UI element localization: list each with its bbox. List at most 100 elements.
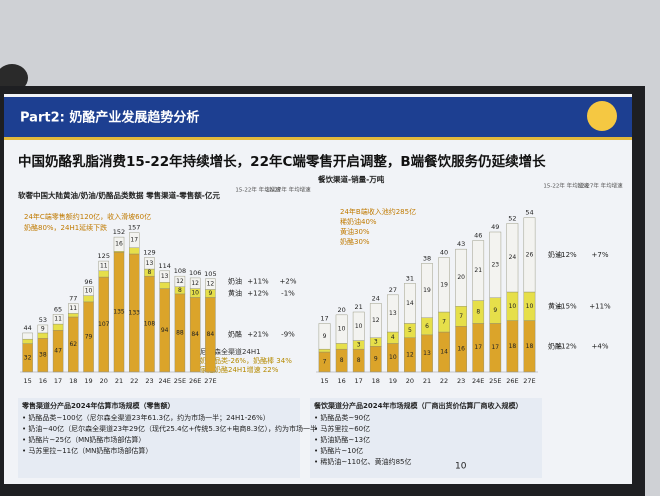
growth-rate: +11% <box>247 277 269 285</box>
segment-label: 12 <box>406 351 414 358</box>
segment-label: 12 <box>191 280 199 287</box>
total-label: 24 <box>372 294 380 302</box>
x-tick-label: 15 <box>23 377 31 385</box>
bar-segment <box>438 257 450 313</box>
section-title: Part2: 奶酪产业发展趋势分析 <box>20 110 199 126</box>
total-label: 152 <box>113 228 125 236</box>
x-tick-label: 25E <box>489 377 501 385</box>
growth-rate: +11% <box>589 302 611 310</box>
total-label: 108 <box>174 267 186 275</box>
segment-label: 19 <box>440 281 448 288</box>
segment-label: 17 <box>474 344 482 351</box>
note-item: • 稀奶油~110亿、黄油约85亿 <box>314 457 412 466</box>
growth-rate: +21% <box>247 331 269 339</box>
chart-subtitle: 软奢中国大陆黄油/奶油/奶酪品类数据 零售渠道-零售额-亿元 <box>18 190 220 200</box>
segment-label: 11 <box>100 262 108 269</box>
segment-label: 32 <box>24 354 32 361</box>
note-item: • 奶酪片~25亿（MN奶酪市场部估算） <box>22 435 145 444</box>
segment-label: 4 <box>391 334 395 341</box>
segment-label: 5 <box>408 327 412 334</box>
x-tick-label: 26E <box>506 377 518 385</box>
segment-label: 12 <box>372 317 380 324</box>
x-tick-label: 19 <box>84 377 92 385</box>
annotation: 黄油30% <box>340 227 370 236</box>
segment-label: 8 <box>178 287 182 294</box>
x-tick-label: 21 <box>423 377 431 385</box>
note-item: • 马苏里拉~11亿（MN奶酪市场部估算） <box>22 446 152 455</box>
note-item: • 奶油奶酪~13亿 <box>314 435 370 444</box>
x-tick-label: 21 <box>115 377 123 385</box>
bar-segment <box>68 303 79 314</box>
bar-segment <box>22 338 33 344</box>
total-label: 157 <box>128 224 140 232</box>
x-tick-label: 26E <box>189 377 201 385</box>
bar-segment <box>205 278 216 290</box>
annotation: 24年C端零售额约120亿，收入滑坡60亿 <box>24 212 151 221</box>
segment-label: 9 <box>41 325 45 332</box>
bar-segment <box>98 270 109 278</box>
total-label: 27 <box>389 286 397 294</box>
camera <box>0 64 28 92</box>
x-tick-label: 20 <box>100 377 108 385</box>
segment-label: 3 <box>357 341 361 348</box>
series-name: 奶油 <box>548 250 562 259</box>
segment-label: 9 <box>374 356 378 363</box>
segment-label: 38 <box>39 352 47 359</box>
bar-segment <box>318 323 331 350</box>
bar-segment <box>421 263 433 318</box>
total-label: 106 <box>189 269 201 277</box>
x-tick-label: 19 <box>389 377 397 385</box>
segment-label: 16 <box>115 241 123 248</box>
total-label: 65 <box>54 305 62 313</box>
bar-segment <box>174 275 186 287</box>
segment-label: 10 <box>338 326 346 333</box>
segment-label: 17 <box>491 344 499 351</box>
annotation: 24年B端收入池约285亿 <box>340 207 416 216</box>
x-tick-label: 17 <box>355 377 363 385</box>
growth-header: 15-22年 年均增速 <box>543 182 589 190</box>
x-tick-label: 17 <box>54 377 62 385</box>
bar-segment <box>455 248 467 307</box>
growth-rate: +2% <box>280 277 297 285</box>
segment-label: 9 <box>493 307 497 314</box>
series-name: 奶酪 <box>548 341 562 350</box>
segment-label: 11 <box>54 316 62 323</box>
growth-rate: +12% <box>247 289 269 297</box>
segment-label: 14 <box>440 349 448 356</box>
bar-segment <box>404 283 416 324</box>
annotation: 奶酪品类-26%，奶酪棒 34% <box>200 356 292 365</box>
segment-label: 14 <box>406 300 414 307</box>
segment-label: 8 <box>357 357 361 364</box>
total-label: 43 <box>457 240 465 248</box>
segment-label: 10 <box>509 303 517 310</box>
segment-label: 9 <box>323 333 327 340</box>
bar-segment <box>189 277 201 289</box>
segment-label: 7 <box>442 319 446 326</box>
growth-rate: +4% <box>592 342 609 350</box>
growth-rate: -1% <box>281 289 295 297</box>
total-label: 44 <box>23 324 31 332</box>
segment-label: 13 <box>161 273 169 280</box>
segment-label: 18 <box>526 343 534 350</box>
annotation: 家庭奶酪24H1增速 22% <box>200 365 279 374</box>
total-label: 17 <box>320 314 328 322</box>
annotation: 奶酪30% <box>340 237 370 246</box>
note-item: • 奶酪片~10亿 <box>314 446 363 455</box>
segment-label: 88 <box>176 329 184 336</box>
bar-segment <box>129 247 140 255</box>
total-label: 105 <box>204 270 216 278</box>
growth-rate: +12% <box>555 251 577 259</box>
slide-title: 中国奶酪乳脂消费15-22年持续增长，22年C端零售开启调整，B端餐饮服务仍延续… <box>18 153 546 170</box>
bar-segment <box>335 343 348 350</box>
x-tick-label: 16 <box>39 377 47 385</box>
segment-label: 79 <box>85 333 93 340</box>
segment-label: 12 <box>176 278 184 285</box>
bar-segment <box>129 232 140 248</box>
note-box <box>18 398 300 478</box>
note-box <box>310 398 542 478</box>
growth-header: 22-27年 年均增速 <box>265 186 311 194</box>
total-label: 21 <box>355 303 363 311</box>
x-tick-label: 25E <box>174 377 186 385</box>
bar-segment <box>113 236 125 252</box>
